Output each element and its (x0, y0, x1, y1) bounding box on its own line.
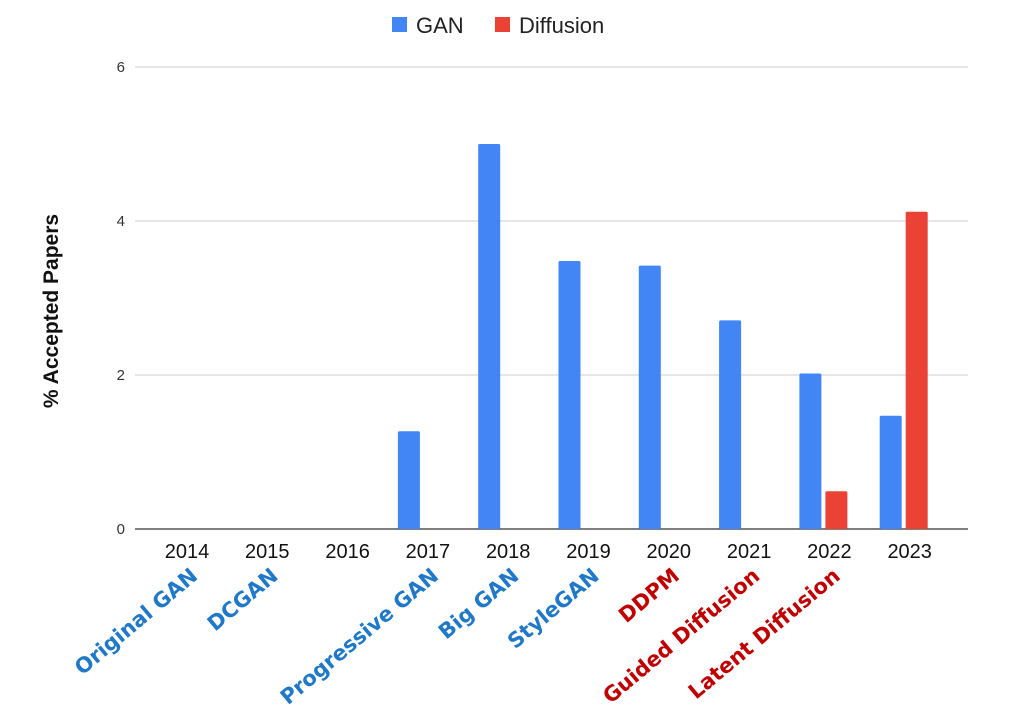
bar-gan-2022 (799, 373, 822, 529)
x-axis-ticks: 2014 2015 2016 2017 2018 2019 2020 2021 2022 2023 (165, 541, 932, 563)
x-tick-label: 2015 (245, 541, 290, 563)
x-tick-label: 2017 (406, 541, 451, 563)
milestone-label: DDPM (614, 563, 684, 627)
legend-label-diffusion: Diffusion (519, 13, 604, 38)
x-tick-label: 2016 (325, 541, 370, 563)
x-tick-label: 2019 (566, 541, 611, 563)
bar-gan-2020 (638, 265, 661, 529)
x-tick-label: 2021 (727, 541, 772, 563)
x-tick-label: 2020 (647, 541, 692, 563)
y-tick-label: 2 (117, 367, 125, 384)
bar-diffusion-2022 (825, 491, 848, 529)
bar-diffusion-2023 (905, 211, 928, 529)
legend: GAN Diffusion (392, 13, 604, 38)
milestone-label: DCGAN (203, 563, 283, 635)
bar-gan-2018 (478, 144, 501, 529)
y-axis-label: % Accepted Papers (40, 214, 63, 408)
bars (397, 144, 928, 529)
gridlines (135, 66, 968, 530)
y-tick-label: 0 (117, 521, 125, 538)
legend-swatch-gan (392, 17, 407, 32)
x-tick-label: 2014 (165, 541, 210, 563)
milestone-label: Guided Diffusion (598, 563, 764, 708)
bar-gan-2023 (879, 415, 902, 529)
y-axis-ticks: 0 2 4 6 (117, 59, 125, 538)
milestone-label: Latent Diffusion (684, 563, 845, 703)
y-tick-label: 4 (117, 213, 125, 230)
bar-gan-2017 (397, 431, 420, 529)
x-tick-label: 2018 (486, 541, 531, 563)
milestone-label: Original GAN (70, 563, 202, 679)
legend-label-gan: GAN (416, 13, 464, 38)
y-tick-label: 6 (117, 59, 125, 76)
legend-swatch-diffusion (495, 17, 510, 32)
x-tick-label: 2023 (887, 541, 932, 563)
milestone-label: Progressive GAN (276, 563, 443, 709)
bar-gan-2021 (719, 320, 742, 529)
x-tick-label: 2022 (807, 541, 852, 563)
bar-gan-2019 (558, 261, 581, 529)
